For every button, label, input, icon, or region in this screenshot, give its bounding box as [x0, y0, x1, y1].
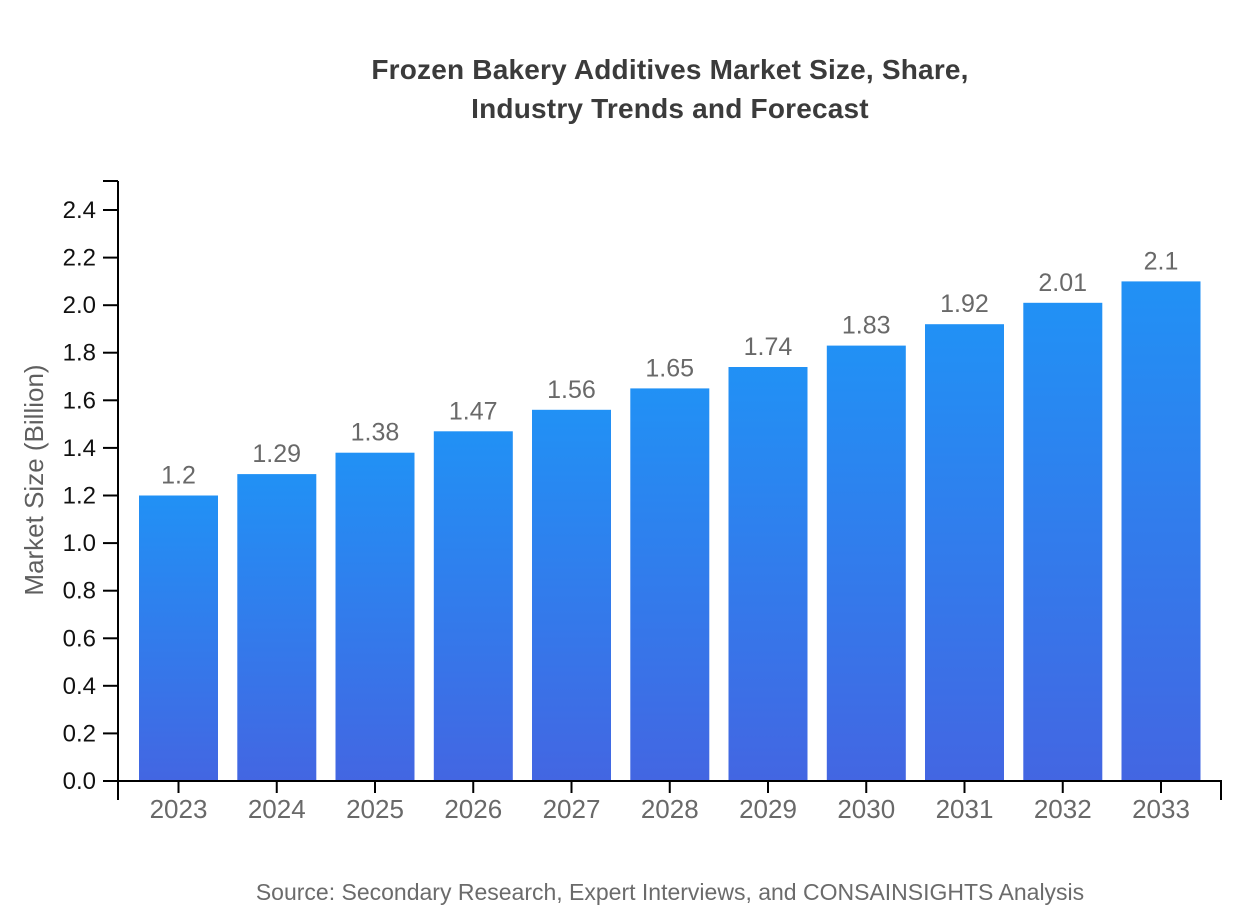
- y-tick-label-0.2: 0.2: [63, 720, 96, 747]
- value-label-2025: 1.38: [351, 419, 400, 447]
- bar-2033: [1121, 281, 1201, 781]
- bar-2024: [237, 474, 317, 781]
- chart-title-line1: Frozen Bakery Additives Market Size, Sha…: [371, 54, 969, 85]
- value-label-2024: 1.29: [252, 440, 301, 468]
- bar-2027: [532, 409, 611, 781]
- value-label-2032: 2.01: [1038, 269, 1087, 297]
- x-tick-label-2030: 2030: [837, 794, 895, 824]
- x-tick-label-2028: 2028: [641, 794, 699, 824]
- x-tick-label-2032: 2032: [1034, 794, 1092, 824]
- x-tick-label-2031: 2031: [936, 794, 994, 824]
- x-tick-label-2026: 2026: [444, 794, 502, 824]
- y-tick-label-1.4: 1.4: [63, 435, 96, 462]
- chart-title: Frozen Bakery Additives Market Size, Sha…: [118, 50, 1222, 128]
- x-tick-label-2027: 2027: [543, 794, 601, 824]
- y-tick-label-0.8: 0.8: [63, 578, 96, 605]
- bar-2031: [925, 324, 1004, 781]
- x-tick-label-2025: 2025: [346, 794, 404, 824]
- bar-2030: [826, 345, 906, 781]
- y-tick-label-2.0: 2.0: [63, 292, 96, 319]
- bar-2029: [728, 367, 808, 781]
- bar-2023: [139, 495, 218, 781]
- x-tick-label-2024: 2024: [248, 794, 306, 824]
- y-tick-label-1.2: 1.2: [63, 483, 96, 510]
- bar-2028: [630, 388, 710, 781]
- y-tick-label-0.4: 0.4: [63, 673, 96, 700]
- y-tick-label-2.2: 2.2: [63, 245, 96, 272]
- y-tick-label-1.6: 1.6: [63, 387, 96, 414]
- x-tick-label-2029: 2029: [739, 794, 797, 824]
- bar-2025: [335, 452, 415, 781]
- value-label-2029: 1.74: [744, 333, 793, 361]
- y-tick-label-0.6: 0.6: [63, 625, 96, 652]
- y-tick-label-1.8: 1.8: [63, 340, 96, 367]
- y-tick-label-0.0: 0.0: [63, 768, 96, 795]
- value-label-2030: 1.83: [842, 312, 891, 340]
- bar-2026: [433, 431, 513, 781]
- value-label-2033: 2.1: [1144, 247, 1179, 275]
- value-label-2031: 1.92: [940, 290, 989, 318]
- value-label-2028: 1.65: [645, 354, 694, 382]
- bar-2032: [1023, 302, 1103, 781]
- x-tick-label-2033: 2033: [1132, 794, 1190, 824]
- y-tick-label-2.4: 2.4: [63, 197, 96, 224]
- y-tick-label-1.0: 1.0: [63, 530, 96, 557]
- x-tick-label-2023: 2023: [150, 794, 208, 824]
- value-label-2023: 1.2: [161, 462, 196, 490]
- source-note: Source: Secondary Research, Expert Inter…: [255, 879, 1085, 905]
- chart-title-line2: Industry Trends and Forecast: [471, 93, 869, 124]
- value-label-2027: 1.56: [547, 376, 596, 404]
- value-label-2026: 1.47: [449, 397, 498, 425]
